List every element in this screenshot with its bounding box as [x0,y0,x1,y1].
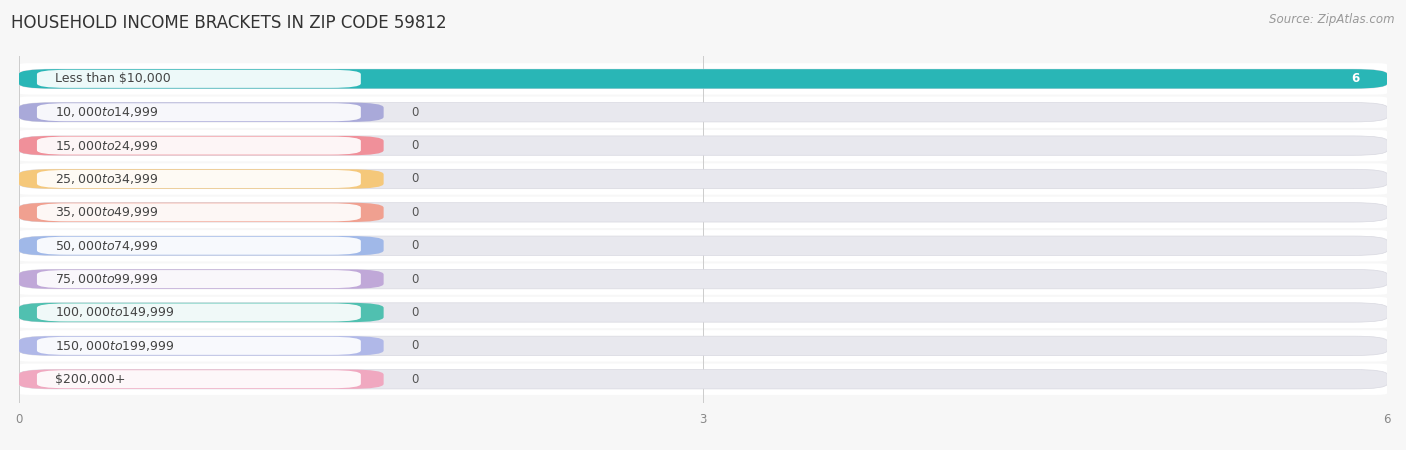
FancyBboxPatch shape [37,337,361,355]
FancyBboxPatch shape [18,330,1388,361]
FancyBboxPatch shape [18,136,1388,155]
FancyBboxPatch shape [18,336,1388,356]
Text: 6: 6 [1351,72,1360,86]
FancyBboxPatch shape [18,236,1388,256]
Text: Less than $10,000: Less than $10,000 [55,72,172,86]
FancyBboxPatch shape [18,163,1388,195]
Text: $25,000 to $34,999: $25,000 to $34,999 [55,172,159,186]
Text: $200,000+: $200,000+ [55,373,125,386]
FancyBboxPatch shape [37,237,361,255]
Text: HOUSEHOLD INCOME BRACKETS IN ZIP CODE 59812: HOUSEHOLD INCOME BRACKETS IN ZIP CODE 59… [11,14,447,32]
Text: 0: 0 [411,373,419,386]
FancyBboxPatch shape [18,369,1388,389]
FancyBboxPatch shape [18,303,1388,322]
FancyBboxPatch shape [18,169,384,189]
FancyBboxPatch shape [18,270,384,289]
Text: 0: 0 [411,106,419,119]
Text: $35,000 to $49,999: $35,000 to $49,999 [55,205,159,219]
Text: $15,000 to $24,999: $15,000 to $24,999 [55,139,159,153]
Text: 0: 0 [411,273,419,286]
FancyBboxPatch shape [37,170,361,188]
Text: 0: 0 [411,139,419,152]
FancyBboxPatch shape [18,136,384,155]
FancyBboxPatch shape [18,63,1388,94]
FancyBboxPatch shape [37,137,361,155]
FancyBboxPatch shape [18,169,1388,189]
Text: $150,000 to $199,999: $150,000 to $199,999 [55,339,174,353]
FancyBboxPatch shape [18,297,1388,328]
FancyBboxPatch shape [37,70,361,88]
FancyBboxPatch shape [37,103,361,121]
Text: $10,000 to $14,999: $10,000 to $14,999 [55,105,159,119]
FancyBboxPatch shape [18,230,1388,261]
FancyBboxPatch shape [18,263,1388,295]
FancyBboxPatch shape [18,197,1388,228]
Text: $75,000 to $99,999: $75,000 to $99,999 [55,272,159,286]
Text: Source: ZipAtlas.com: Source: ZipAtlas.com [1270,14,1395,27]
FancyBboxPatch shape [18,97,1388,128]
FancyBboxPatch shape [18,103,1388,122]
Text: 0: 0 [411,172,419,185]
Text: $50,000 to $74,999: $50,000 to $74,999 [55,239,159,253]
Text: $100,000 to $149,999: $100,000 to $149,999 [55,306,174,320]
FancyBboxPatch shape [18,69,1388,89]
FancyBboxPatch shape [18,130,1388,161]
FancyBboxPatch shape [18,202,1388,222]
FancyBboxPatch shape [18,236,384,256]
FancyBboxPatch shape [18,103,384,122]
FancyBboxPatch shape [18,364,1388,395]
Text: 0: 0 [411,306,419,319]
FancyBboxPatch shape [18,69,1388,89]
FancyBboxPatch shape [18,303,384,322]
FancyBboxPatch shape [18,369,384,389]
FancyBboxPatch shape [37,303,361,321]
FancyBboxPatch shape [37,270,361,288]
Text: 0: 0 [411,206,419,219]
Text: 0: 0 [411,239,419,252]
FancyBboxPatch shape [18,270,1388,289]
FancyBboxPatch shape [18,336,384,356]
Text: 0: 0 [411,339,419,352]
FancyBboxPatch shape [18,202,384,222]
FancyBboxPatch shape [37,370,361,388]
FancyBboxPatch shape [37,203,361,221]
